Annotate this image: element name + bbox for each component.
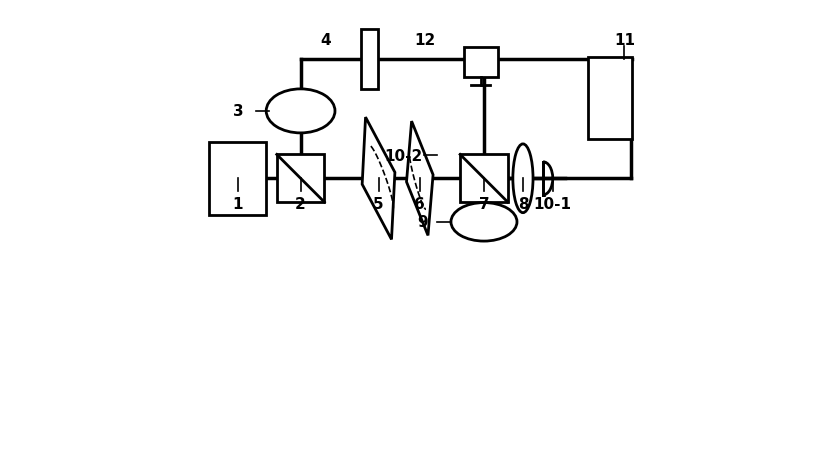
Text: 6: 6 [414, 197, 425, 212]
Text: 3: 3 [234, 104, 244, 119]
Bar [460, 155, 508, 203]
Text: 4: 4 [321, 33, 331, 48]
Polygon shape [407, 122, 433, 236]
Bar [276, 155, 325, 203]
Bar [209, 142, 266, 215]
Ellipse shape [451, 203, 517, 242]
Text: 11: 11 [615, 33, 635, 48]
Text: 10-1: 10-1 [534, 197, 572, 212]
Text: 8: 8 [518, 197, 529, 212]
Bar [361, 30, 377, 90]
Bar [463, 48, 498, 77]
Text: 5: 5 [373, 197, 384, 212]
Text: 7: 7 [478, 197, 489, 212]
Text: 10-2: 10-2 [385, 149, 423, 163]
Ellipse shape [513, 144, 533, 213]
Text: 9: 9 [418, 215, 428, 230]
Polygon shape [362, 118, 395, 240]
Text: 2: 2 [296, 197, 306, 212]
Bar [588, 58, 632, 140]
Ellipse shape [266, 90, 335, 134]
Text: 12: 12 [415, 33, 436, 48]
Text: 1: 1 [232, 197, 243, 212]
